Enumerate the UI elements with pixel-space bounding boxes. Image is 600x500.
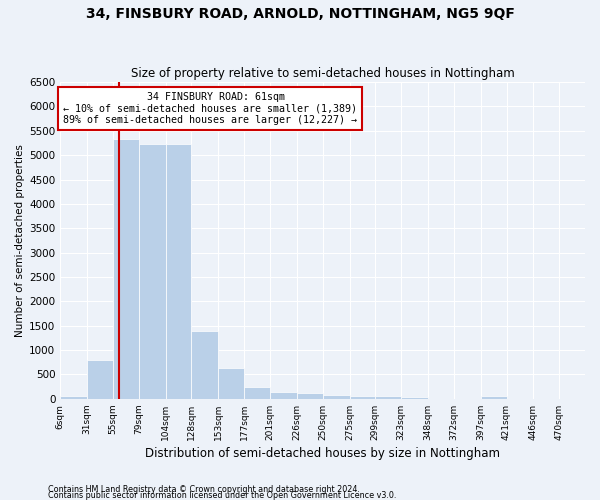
Bar	[323, 395, 350, 399]
Bar	[481, 396, 506, 399]
Text: Contains public sector information licensed under the Open Government Licence v3: Contains public sector information licen…	[48, 492, 397, 500]
Title: Size of property relative to semi-detached houses in Nottingham: Size of property relative to semi-detach…	[131, 66, 515, 80]
Bar	[113, 139, 139, 399]
Y-axis label: Number of semi-detached properties: Number of semi-detached properties	[15, 144, 25, 337]
Text: 34, FINSBURY ROAD, ARNOLD, NOTTINGHAM, NG5 9QF: 34, FINSBURY ROAD, ARNOLD, NOTTINGHAM, N…	[86, 8, 514, 22]
Bar	[350, 396, 376, 399]
Bar	[376, 396, 401, 399]
Bar	[297, 394, 323, 399]
Bar	[139, 144, 166, 399]
Bar	[218, 368, 244, 399]
Bar	[166, 144, 191, 399]
Bar	[191, 330, 218, 399]
Text: Contains HM Land Registry data © Crown copyright and database right 2024.: Contains HM Land Registry data © Crown c…	[48, 486, 360, 494]
Bar	[270, 392, 297, 399]
Bar	[60, 396, 87, 399]
Bar	[244, 386, 270, 399]
Text: 34 FINSBURY ROAD: 61sqm
← 10% of semi-detached houses are smaller (1,389)
89% of: 34 FINSBURY ROAD: 61sqm ← 10% of semi-de…	[63, 92, 357, 125]
Bar	[401, 398, 428, 399]
X-axis label: Distribution of semi-detached houses by size in Nottingham: Distribution of semi-detached houses by …	[145, 447, 500, 460]
Bar	[87, 360, 113, 399]
